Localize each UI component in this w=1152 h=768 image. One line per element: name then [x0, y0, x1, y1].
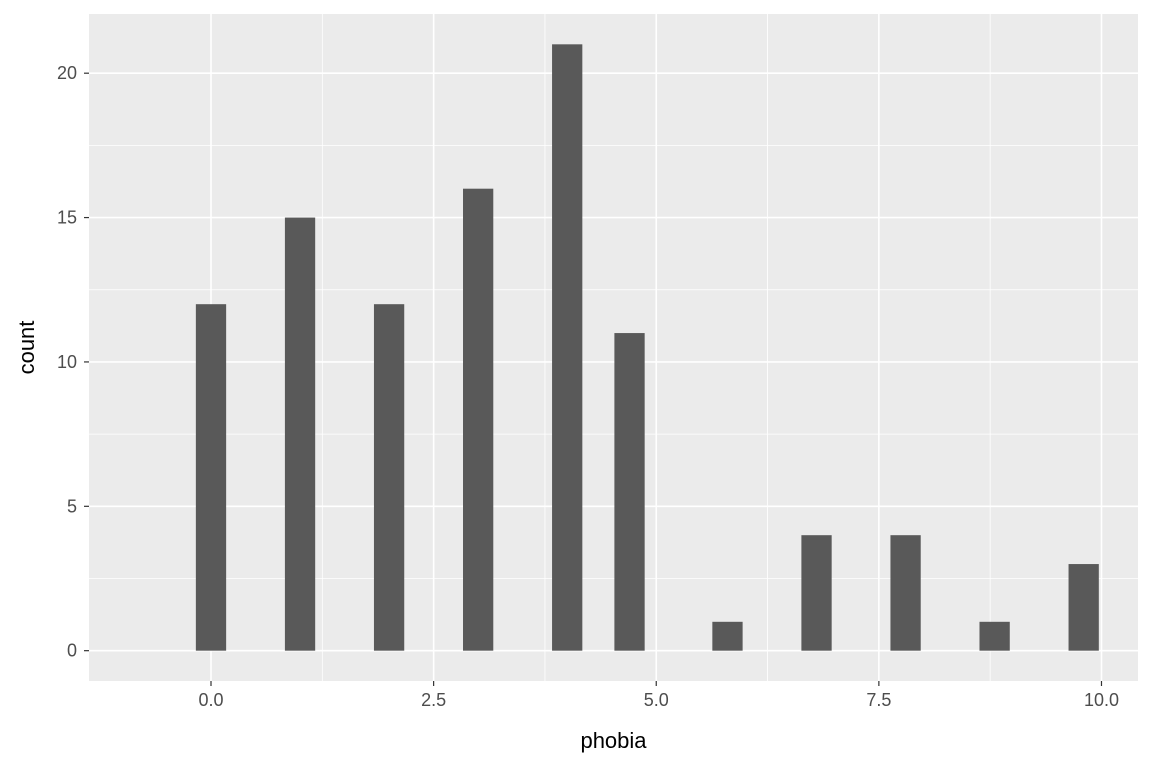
histogram-bar [284, 217, 316, 651]
histogram-bar [801, 535, 832, 651]
major-gridlines [89, 14, 1138, 681]
histogram-bar [614, 333, 645, 651]
y-tick-label: 0 [67, 641, 77, 661]
plot-panel [89, 14, 1138, 681]
x-tick-label: 0.0 [198, 690, 223, 710]
histogram-bar [195, 304, 227, 651]
x-tick-label: 10.0 [1084, 690, 1119, 710]
x-tick-label: 2.5 [421, 690, 446, 710]
histogram-bar [552, 44, 583, 651]
x-tick-label: 5.0 [644, 690, 669, 710]
minor-gridlines [89, 14, 1138, 681]
histogram-bar [463, 188, 494, 651]
histogram-bar [1068, 564, 1099, 651]
y-tick-label: 5 [67, 496, 77, 516]
y-axis-title: count [14, 321, 39, 375]
y-axis-ticks: 0 5 10 15 20 [57, 63, 89, 661]
x-axis-title: phobia [580, 728, 647, 753]
histogram-bar [373, 304, 405, 651]
y-tick-label: 15 [57, 208, 77, 228]
histogram-bar [712, 621, 743, 651]
y-tick-label: 20 [57, 63, 77, 83]
histogram-bar [979, 621, 1010, 651]
x-axis-ticks: 0.0 2.5 5.0 7.5 10.0 [198, 681, 1119, 710]
x-tick-label: 7.5 [866, 690, 891, 710]
y-tick-label: 10 [57, 352, 77, 372]
histogram-bar [890, 535, 921, 651]
bars [195, 44, 1099, 651]
